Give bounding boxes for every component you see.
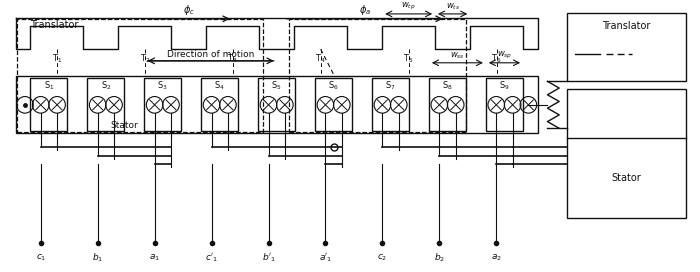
Bar <box>289 19 466 132</box>
Text: $c'_1$: $c'_1$ <box>205 251 218 264</box>
Bar <box>567 89 686 218</box>
Text: T$_2$: T$_2$ <box>139 52 150 64</box>
Text: S$_5$: S$_5$ <box>272 79 282 92</box>
Text: $w_{sp}$: $w_{sp}$ <box>497 50 512 61</box>
Bar <box>88 78 125 131</box>
Text: Direction of motion: Direction of motion <box>167 50 254 59</box>
Bar <box>315 78 352 131</box>
Bar <box>15 76 538 133</box>
Text: T$_4$: T$_4$ <box>315 52 326 64</box>
Bar <box>372 78 409 131</box>
Text: S$_7$: S$_7$ <box>385 79 396 92</box>
Text: $a_2$: $a_2$ <box>491 252 502 262</box>
Text: S$_3$: S$_3$ <box>158 79 168 92</box>
Text: $a_1$: $a_1$ <box>149 252 160 262</box>
Text: $b'_1$: $b'_1$ <box>262 251 276 264</box>
Text: S$_6$: S$_6$ <box>328 79 339 92</box>
Text: $b_1$: $b_1$ <box>92 251 104 264</box>
Bar <box>17 19 263 132</box>
Text: $w_{tp}$: $w_{tp}$ <box>401 1 416 13</box>
Text: T$_3$: T$_3$ <box>228 52 238 64</box>
Text: S$_8$: S$_8$ <box>442 79 453 92</box>
Text: $c_2$: $c_2$ <box>377 252 388 262</box>
Text: Stator: Stator <box>612 173 641 183</box>
Text: T$_6$: T$_6$ <box>491 52 502 64</box>
Bar <box>258 78 295 131</box>
Text: T$_5$: T$_5$ <box>403 52 414 64</box>
Text: S$_2$: S$_2$ <box>101 79 111 92</box>
Bar <box>144 78 181 131</box>
Text: Stator: Stator <box>111 121 139 130</box>
Text: S$_4$: S$_4$ <box>214 79 225 92</box>
Bar <box>486 78 523 131</box>
Text: $w_{ss}$: $w_{ss}$ <box>450 51 465 61</box>
Bar <box>429 78 466 131</box>
Text: $b_2$: $b_2$ <box>434 251 445 264</box>
Text: $a'_1$: $a'_1$ <box>318 251 332 264</box>
Text: Translator: Translator <box>603 21 651 31</box>
Text: $c_1$: $c_1$ <box>36 252 46 262</box>
Text: S$_1$: S$_1$ <box>43 79 54 92</box>
Bar <box>201 78 238 131</box>
Text: S$_9$: S$_9$ <box>499 79 510 92</box>
Text: $\phi_a$: $\phi_a$ <box>358 3 371 17</box>
Text: T$_1$: T$_1$ <box>52 52 62 64</box>
Text: $w_{ts}$: $w_{ts}$ <box>446 2 460 13</box>
Text: $\phi_c$: $\phi_c$ <box>183 3 195 17</box>
Bar <box>567 13 686 81</box>
Text: Translator: Translator <box>30 20 78 30</box>
Bar <box>30 78 67 131</box>
